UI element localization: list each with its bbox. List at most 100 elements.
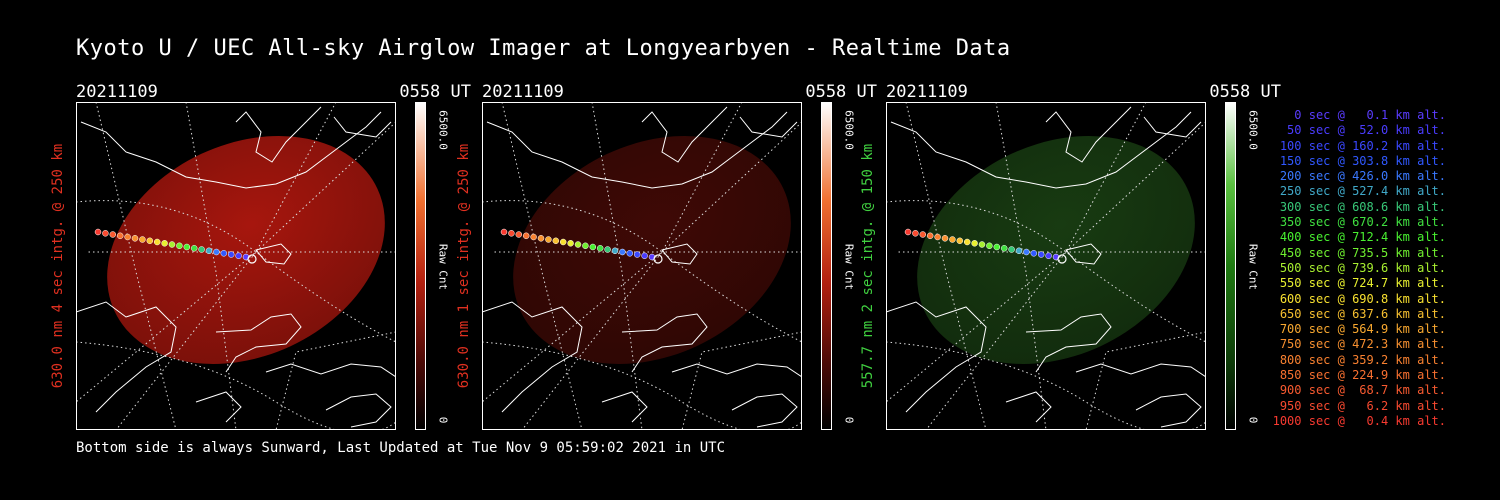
colorbar-unit-label: Raw Cnt — [436, 243, 450, 291]
trajectory-point — [926, 232, 934, 240]
trajectory-point — [956, 237, 964, 245]
trajectory-point — [500, 228, 508, 236]
legend-entry: 400 sec @ 712.4 km alt. — [1279, 230, 1446, 245]
trajectory-point — [919, 231, 927, 238]
colorbar-max-label: 6500.0 — [436, 110, 450, 150]
trajectory-point — [604, 246, 611, 253]
trajectory-point — [559, 238, 567, 246]
trajectory-point — [978, 241, 986, 248]
trajectory-point — [552, 237, 560, 245]
trajectory-point — [168, 241, 176, 248]
coastline — [1143, 116, 1202, 138]
trajectory-point — [530, 233, 537, 241]
colorbar — [415, 102, 426, 430]
coastline — [486, 111, 788, 189]
airglow-panel: 20211109 0558 UT 557.7 nm 2 sec intg. @ 15… — [860, 80, 1286, 430]
trajectory-point — [1037, 251, 1045, 258]
panel-time: 0558 UT — [805, 82, 877, 102]
trajectory-point — [949, 236, 956, 243]
coastline — [1135, 393, 1202, 428]
legend-entry: 850 sec @ 224.9 km alt. — [1279, 368, 1446, 383]
trajectory-point — [146, 237, 154, 245]
allsky-image — [886, 102, 1206, 430]
trajectory-point — [1008, 246, 1015, 253]
allsky-map — [482, 102, 802, 430]
coastline — [1075, 363, 1206, 378]
lat-lon-gridline — [482, 121, 802, 403]
trajectory-point — [1015, 247, 1023, 255]
trajectory-point — [545, 236, 552, 243]
trajectory-point — [633, 251, 641, 258]
panel-ylabel: 557.7 nm 2 sec intg. @ 150 km — [860, 143, 876, 389]
trajectory-point — [611, 247, 619, 255]
coastline — [1005, 391, 1052, 423]
coastline — [739, 116, 798, 138]
trajectory-point — [626, 250, 634, 257]
trajectory-point — [522, 232, 530, 240]
lat-lon-gridline — [482, 200, 802, 343]
trajectory-point — [641, 252, 648, 260]
trajectory-point — [934, 233, 941, 241]
legend-entry: 700 sec @ 564.9 km alt. — [1279, 322, 1446, 337]
colorbar-max-label: 6500.0 — [1246, 110, 1260, 150]
legend-entry: 200 sec @ 426.0 km alt. — [1279, 169, 1446, 184]
legend-entry: 950 sec @ 6.2 km alt. — [1279, 398, 1446, 413]
coastline — [661, 243, 698, 265]
trajectory-point — [190, 245, 198, 252]
trajectory-point — [574, 241, 582, 248]
trajectory-point — [537, 235, 545, 242]
airglow-panel: 20211109 0558 UT 630.0 nm 1 sec intg. @ 25… — [456, 80, 882, 430]
legend-entry: 100 sec @ 160.2 km alt. — [1279, 138, 1446, 153]
coastline — [76, 301, 177, 413]
trajectory-point — [963, 238, 971, 246]
lat-lon-gridline — [76, 121, 396, 403]
lat-lon-gridline — [1085, 331, 1206, 430]
lat-lon-gridline — [115, 102, 337, 430]
station-marker — [653, 254, 663, 264]
image-frame — [886, 102, 1206, 430]
trajectory-point — [1023, 248, 1030, 256]
allsky-map — [76, 102, 396, 430]
airglow-panel: 20211109 0558 UT 630.0 nm 4 sec intg. @ 25… — [50, 80, 476, 430]
lat-lon-gridline — [925, 102, 1147, 430]
image-frame — [482, 102, 802, 430]
lat-lon-gridline — [76, 200, 396, 343]
trajectory-point — [213, 248, 220, 256]
trajectory-point — [567, 240, 574, 247]
trajectory-point — [227, 251, 235, 258]
airglow-emission — [917, 136, 1195, 364]
trajectory-point — [109, 231, 117, 238]
trajectory-point — [183, 243, 191, 251]
coastline — [255, 243, 292, 265]
trajectory-point — [205, 247, 213, 255]
panel-date: 20211109 — [76, 82, 158, 102]
trajectory-point — [198, 246, 205, 253]
panel-date: 20211109 — [886, 82, 968, 102]
lat-lon-gridline — [275, 331, 396, 430]
allsky-image — [76, 102, 396, 430]
colorbar-min-label: 0 — [436, 416, 450, 424]
lat-lon-gridline — [886, 341, 1206, 430]
coastline — [80, 111, 382, 189]
footer-note: Bottom side is always Sunward, Last Upda… — [76, 440, 726, 456]
colorbar-unit-label: Raw Cnt — [1246, 243, 1260, 291]
panel-ylabel: 630.0 nm 1 sec intg. @ 250 km — [456, 143, 472, 389]
coastline — [482, 301, 583, 413]
coastline — [265, 363, 396, 378]
trajectory-point — [582, 242, 589, 250]
panel-ylabel: 630.0 nm 4 sec intg. @ 250 km — [50, 143, 66, 389]
coastline — [621, 313, 708, 373]
coastline — [325, 393, 392, 428]
coastline — [641, 106, 728, 163]
legend-entry: 50 sec @ 52.0 km alt. — [1287, 123, 1446, 138]
coastline — [890, 111, 1192, 189]
legend-entry: 500 sec @ 739.6 km alt. — [1279, 260, 1446, 275]
trajectory-legend: 0 sec @ 0.1 km alt. 50 sec @ 52.0 km alt.… — [1262, 108, 1446, 429]
allsky-image — [482, 102, 802, 430]
colorbar-max-label: 6500.0 — [842, 110, 856, 150]
trajectory-point — [116, 232, 124, 240]
lat-lon-gridline — [886, 200, 1206, 343]
station-marker — [1057, 254, 1067, 264]
panel-time: 0558 UT — [399, 82, 471, 102]
coastline — [333, 116, 392, 138]
